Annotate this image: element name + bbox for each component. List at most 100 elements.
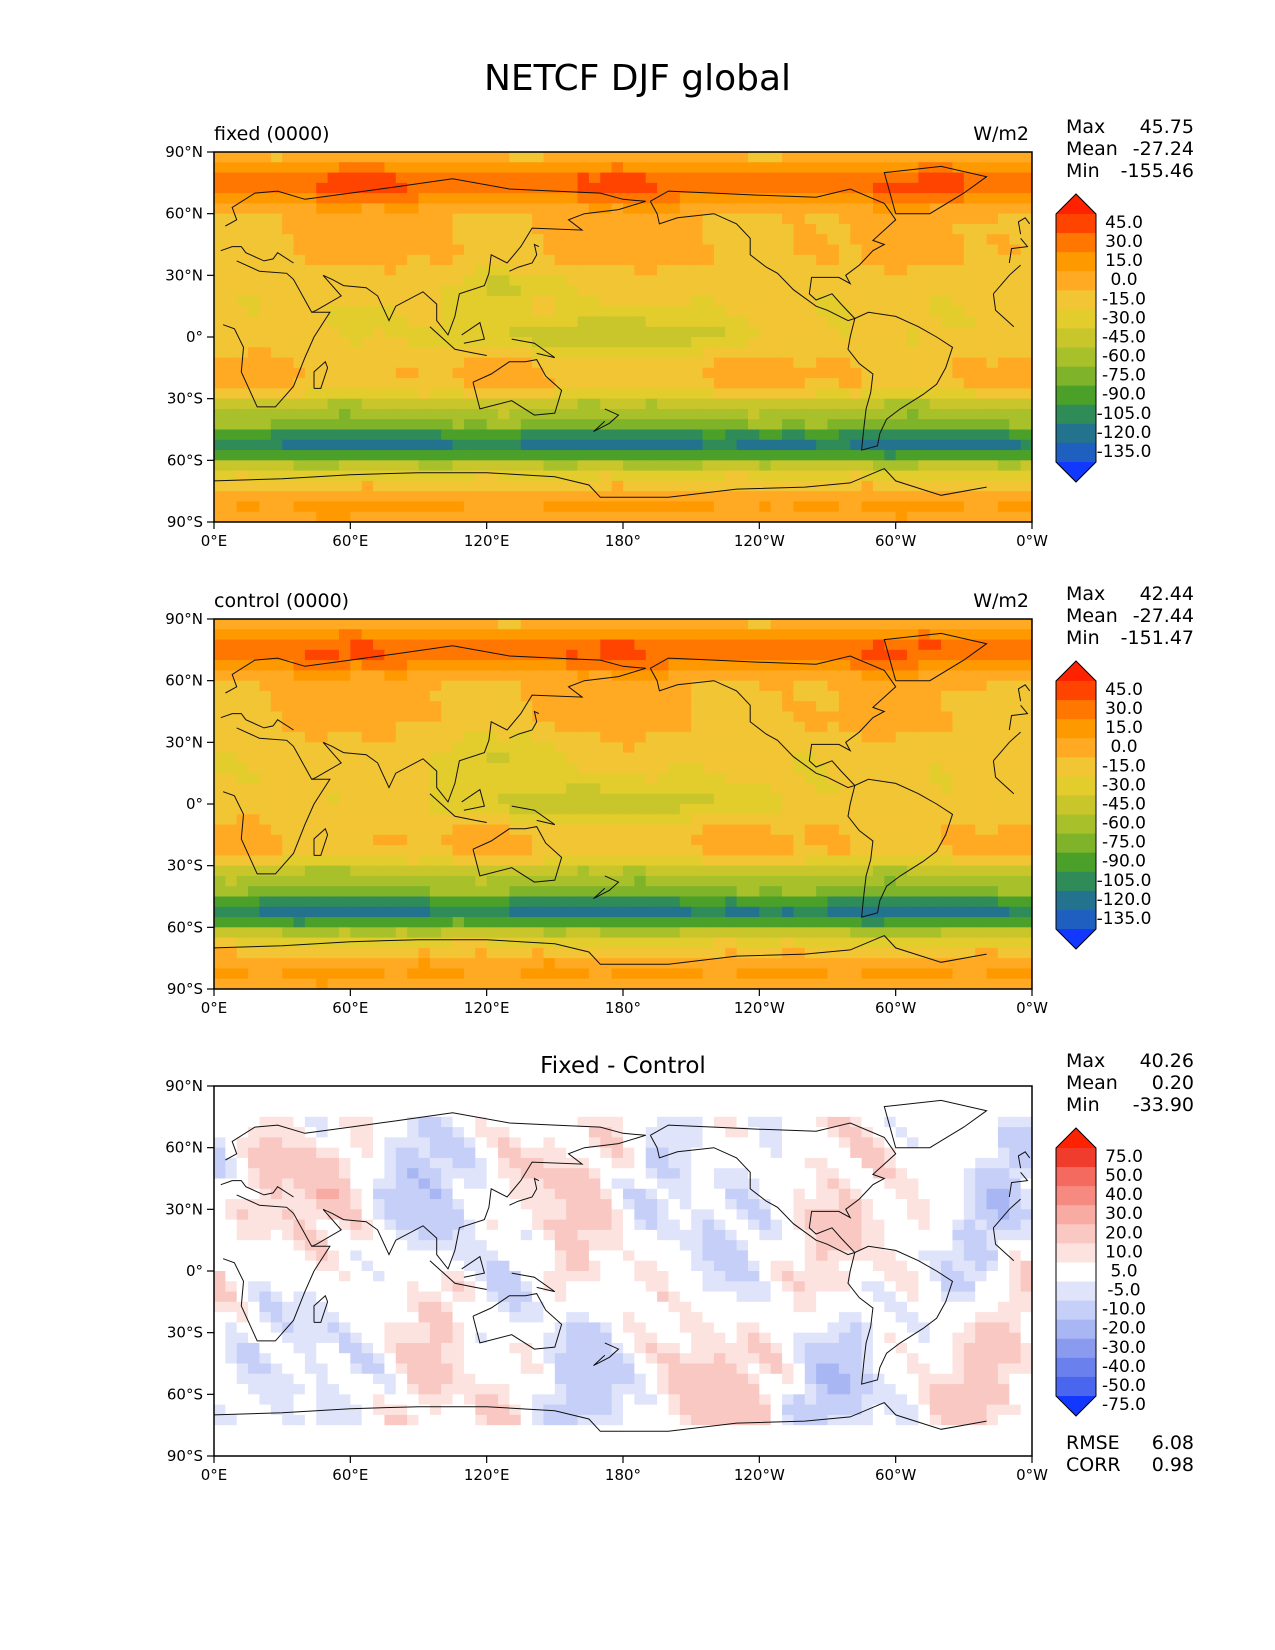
field-cell (498, 639, 510, 651)
field-cell (736, 845, 749, 856)
field-cell (963, 316, 976, 328)
field-cell (611, 804, 624, 815)
field-cell (577, 927, 590, 939)
field-cell (907, 701, 919, 713)
field-cell (282, 711, 295, 723)
field-cell (838, 203, 851, 215)
field-cell (486, 326, 499, 338)
field-cell (429, 337, 442, 348)
field-cell (1020, 670, 1032, 682)
field-cell (611, 773, 624, 785)
field-cell (486, 172, 499, 184)
field-cell (1020, 804, 1032, 815)
field-cell (668, 619, 681, 630)
field-cell (702, 378, 715, 389)
field-cell (952, 295, 965, 307)
field-cell (304, 419, 317, 431)
field-cell (770, 480, 783, 492)
field-cell (736, 793, 749, 805)
field-cell (816, 450, 829, 461)
field-cell (713, 752, 726, 764)
field-cell (384, 875, 397, 887)
field-cell (304, 742, 317, 754)
field-cell (236, 619, 249, 630)
field-cell (475, 398, 488, 410)
field-cell (577, 275, 590, 287)
field-cell (918, 460, 931, 472)
field-cell (520, 367, 533, 379)
field-cell (418, 480, 431, 492)
field-cell (975, 295, 988, 307)
field-cell (759, 439, 772, 451)
field-cell (793, 701, 806, 713)
field-cell (418, 491, 431, 503)
field-cell (997, 732, 1010, 743)
field-cell (429, 460, 442, 472)
field-cell (475, 213, 488, 225)
field-cell (498, 711, 510, 723)
field-cell (702, 845, 715, 856)
field-cell (861, 234, 874, 246)
field-cell (929, 439, 942, 451)
field-cell (316, 326, 329, 338)
field-cell (907, 711, 919, 723)
field-cell (804, 619, 817, 630)
field-cell (395, 419, 408, 431)
field-cell (895, 721, 908, 733)
field-cell (338, 793, 351, 805)
field-cell (543, 845, 556, 856)
field-cell (804, 450, 817, 461)
field-cell (543, 388, 556, 400)
field-cell (793, 306, 806, 318)
field-cell (929, 701, 942, 713)
field-cell (782, 460, 795, 472)
field-cell (520, 501, 533, 513)
field-cell (975, 896, 988, 908)
field-cell (452, 845, 465, 856)
field-cell (475, 721, 488, 733)
field-cell (441, 378, 454, 389)
field-cell (214, 295, 226, 307)
field-cell (884, 378, 897, 389)
field-cell (566, 711, 579, 723)
field-cell (566, 824, 579, 836)
field-cell (384, 337, 397, 348)
field-cell (441, 193, 454, 204)
field-cell (986, 937, 999, 949)
field-cell (282, 783, 295, 795)
colorbar-segment (1056, 290, 1096, 310)
field-cell (941, 439, 954, 451)
field-cell (475, 865, 488, 877)
field-cell (282, 213, 295, 225)
field-cell (907, 295, 919, 307)
field-cell (373, 937, 386, 949)
field-cell (441, 234, 454, 246)
field-cell (509, 378, 522, 389)
field-cell (861, 629, 874, 641)
field-cell (225, 660, 238, 671)
field-cell (668, 223, 681, 235)
field-cell (941, 254, 954, 266)
field-cell (418, 265, 431, 276)
field-cell (441, 429, 454, 441)
field-cell (918, 408, 931, 420)
field-cell (486, 295, 499, 307)
map-fixed: 90°N60°N30°N0°30°S60°S90°S0°E 60°E 120°E 18… (165, 143, 1151, 550)
field-cell (475, 793, 488, 805)
field-cell (407, 660, 420, 671)
field-cell (929, 398, 942, 410)
stat-max-label: Max (1066, 116, 1106, 138)
colorbar-level-label: -30.0 (1102, 308, 1146, 328)
field-cell (713, 172, 726, 184)
field-cell (566, 172, 579, 184)
field-cell (861, 357, 874, 369)
field-cell (486, 845, 499, 856)
field-cell (498, 660, 510, 671)
field-cell (611, 783, 624, 795)
field-cell (929, 419, 942, 431)
field-cell (498, 193, 510, 204)
field-cell (225, 855, 238, 867)
field-cell (1020, 295, 1032, 307)
field-cell (304, 629, 317, 641)
field-cell (259, 234, 272, 246)
